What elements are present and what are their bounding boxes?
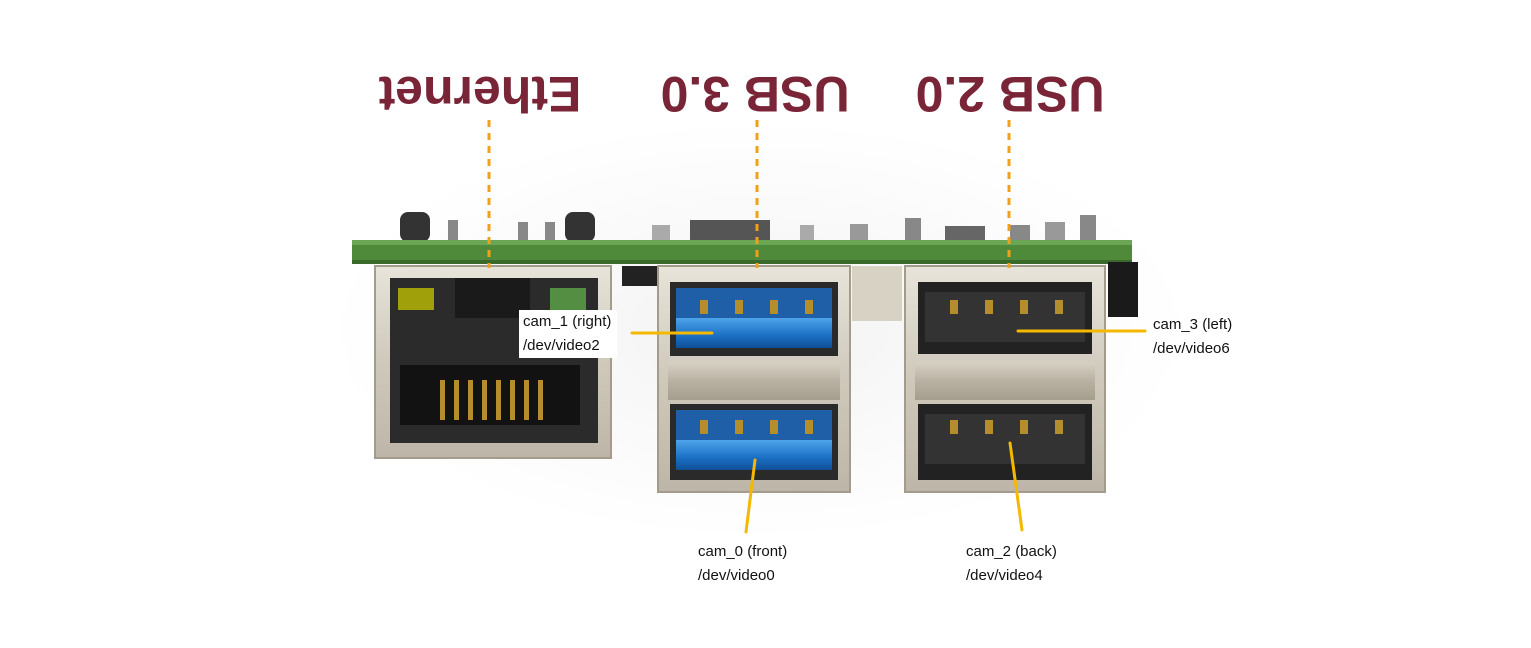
cam3-name: cam_3 (left) xyxy=(1153,316,1233,333)
cam2-label: cam_2 (back) /dev/video4 xyxy=(966,540,1057,588)
cam0-label: cam_0 (front) /dev/video0 xyxy=(698,540,787,588)
usb2-port-stack xyxy=(904,262,1138,493)
header-guides xyxy=(487,120,1011,268)
cam3-device: /dev/video6 xyxy=(1153,340,1230,357)
usb3-header: USB 3.0 xyxy=(660,66,850,122)
cam1-device: /dev/video2 xyxy=(523,337,600,354)
ethernet-port xyxy=(374,265,612,459)
callout-lines xyxy=(630,329,1147,534)
ethernet-header: Ethernet xyxy=(378,66,582,122)
cam2-name: cam_2 (back) xyxy=(966,543,1057,560)
cam3-label: cam_3 (left) /dev/video6 xyxy=(1153,313,1232,361)
usb2-header: USB 2.0 xyxy=(915,66,1105,122)
cam1-label: cam_1 (right) /dev/video2 xyxy=(519,310,618,358)
cam0-name: cam_0 (front) xyxy=(698,543,788,560)
cam0-device: /dev/video0 xyxy=(698,567,775,584)
cam1-name: cam_1 (right) xyxy=(523,313,612,330)
usb3-port-stack xyxy=(657,265,851,493)
cam2-device: /dev/video4 xyxy=(966,567,1043,584)
pcb-components xyxy=(400,212,1096,242)
